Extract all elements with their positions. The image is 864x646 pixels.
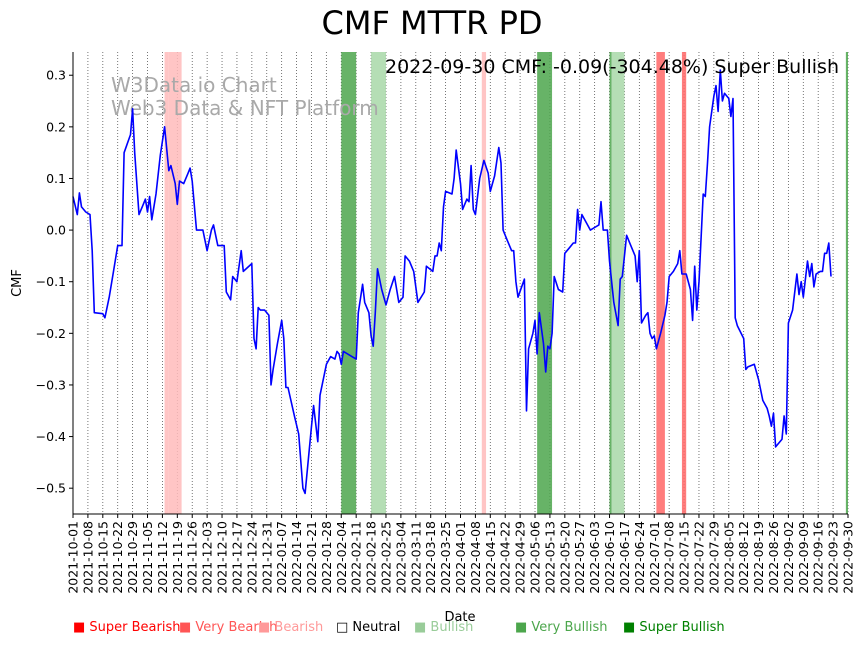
x-tick-label: 2022-04-22 xyxy=(498,521,513,594)
x-tick-label: 2021-10-01 xyxy=(66,521,81,594)
x-tick-label: 2022-08-12 xyxy=(736,521,751,594)
x-tick-label: 2022-01-14 xyxy=(289,521,304,594)
x-tick-label: 2022-09-23 xyxy=(826,521,841,594)
x-tick-label: 2022-01-07 xyxy=(274,521,289,594)
legend-item-bullish: ■ Bullish xyxy=(414,620,474,635)
x-tick-label: 2022-06-24 xyxy=(632,521,647,594)
legend-item-super-bearish: ■ Super Bearish xyxy=(73,620,181,635)
x-tick-label: 2021-11-12 xyxy=(155,521,170,594)
x-tick-label: 2022-04-01 xyxy=(453,521,468,594)
y-tick-label: 0.3 xyxy=(46,68,66,83)
chart-title: CMF MTTR PD xyxy=(321,4,543,42)
x-tick-label: 2022-09-16 xyxy=(811,521,826,594)
x-tick-label: 2022-03-11 xyxy=(408,521,423,594)
x-tick-label: 2021-12-10 xyxy=(215,521,230,594)
x-tick-label: 2022-02-04 xyxy=(334,521,349,594)
x-tick-label: 2022-04-08 xyxy=(468,521,483,594)
x-tick-label: 2022-08-19 xyxy=(751,521,766,594)
y-tick-label: −0.3 xyxy=(36,377,66,392)
x-tick-label: 2022-01-28 xyxy=(319,521,334,594)
x-tick-label: 2022-07-22 xyxy=(691,521,706,594)
band-very-bullish xyxy=(341,52,357,514)
x-tick-label: 2021-10-08 xyxy=(80,521,95,594)
x-tick-label: 2022-02-11 xyxy=(349,521,364,594)
x-axis-label: Date xyxy=(444,610,475,625)
status-annotation: 2022-09-30 CMF: -0.09(-304.48%) Super Bu… xyxy=(385,56,839,78)
x-tick-label: 2021-10-15 xyxy=(95,521,110,594)
x-tick-label: 2021-12-17 xyxy=(229,521,244,594)
y-tick-label: −0.4 xyxy=(36,429,66,444)
band-very-bearish xyxy=(656,52,665,514)
x-tick-label: 2021-12-31 xyxy=(259,521,274,594)
y-tick-label: 0.1 xyxy=(46,171,66,186)
y-tick-label: −0.5 xyxy=(36,481,66,496)
x-tick-label: 2022-06-03 xyxy=(587,521,602,594)
x-tick-label: 2022-03-18 xyxy=(423,521,438,594)
x-tick-label: 2022-09-30 xyxy=(841,521,856,594)
band-very-bullish xyxy=(609,52,612,514)
x-tick-label: 2022-08-05 xyxy=(721,521,736,594)
y-axis-label: CMF xyxy=(10,269,25,297)
x-tick-label: 2022-05-27 xyxy=(572,521,587,594)
x-tick-label: 2021-11-26 xyxy=(185,521,200,594)
x-tick-label: 2022-07-01 xyxy=(647,521,662,594)
band-bearish xyxy=(168,52,182,514)
y-tick-label: 0.2 xyxy=(46,119,66,134)
legend-item-very-bullish: ■ Very Bullish xyxy=(515,620,608,635)
x-tick-label: 2022-09-02 xyxy=(781,521,796,594)
x-tick-label: 2021-12-03 xyxy=(200,521,215,594)
x-tick-label: 2022-02-18 xyxy=(364,521,379,594)
x-tick-label: 2022-04-15 xyxy=(483,521,498,594)
x-tick-label: 2021-10-22 xyxy=(110,521,125,594)
y-tick-label: −0.2 xyxy=(36,326,66,341)
band-bullish xyxy=(371,52,386,514)
x-tick-label: 2022-05-06 xyxy=(528,521,543,594)
x-tick-label: 2022-08-26 xyxy=(766,521,781,594)
band-very-bullish xyxy=(537,52,553,514)
band-bullish xyxy=(611,52,625,514)
watermark-line: Web3 Data & NFT Platform xyxy=(111,96,379,120)
x-tick-label: 2021-11-19 xyxy=(170,521,185,594)
x-tick-label: 2022-03-04 xyxy=(393,521,408,594)
band-bearish xyxy=(164,52,169,514)
legend-item-super-bullish: ■ Super Bullish xyxy=(623,620,725,635)
x-tick-label: 2022-07-08 xyxy=(662,521,677,594)
x-tick-label: 2022-05-20 xyxy=(557,521,572,594)
band-very-bearish xyxy=(681,52,687,514)
cmf-series-line xyxy=(72,69,832,495)
x-tick-label: 2022-03-25 xyxy=(438,521,453,594)
band-bearish xyxy=(481,52,487,514)
legend-item-neutral: □ Neutral xyxy=(336,620,401,635)
x-tick-label: 2021-10-29 xyxy=(125,521,140,594)
band-very-bullish xyxy=(845,52,848,514)
x-tick-label: 2022-04-29 xyxy=(513,521,528,594)
x-tick-label: 2022-09-09 xyxy=(796,521,811,594)
x-tick-label: 2022-07-29 xyxy=(706,521,721,594)
x-tick-label: 2022-07-15 xyxy=(677,521,692,594)
x-tick-label: 2022-01-21 xyxy=(304,521,319,594)
legend: ■ Super Bearish ■ Very Bearish ■ Bearish □ … xyxy=(0,620,864,640)
watermark-line: W3Data.io Chart xyxy=(111,73,277,97)
x-tick-label: 2022-05-13 xyxy=(542,521,557,594)
legend-item-very-bearish: ■ Very Bearish xyxy=(179,620,278,635)
y-tick-label: −0.1 xyxy=(36,274,66,289)
x-tick-label: 2022-06-10 xyxy=(602,521,617,594)
x-tick-label: 2022-02-25 xyxy=(378,521,393,594)
x-tick-label: 2021-11-05 xyxy=(140,521,155,594)
x-tick-label: 2021-12-24 xyxy=(244,521,259,594)
y-tick-label: 0.0 xyxy=(46,223,66,238)
x-tick-label: 2022-06-17 xyxy=(617,521,632,594)
legend-item-bearish: ■ Bearish xyxy=(258,620,324,635)
